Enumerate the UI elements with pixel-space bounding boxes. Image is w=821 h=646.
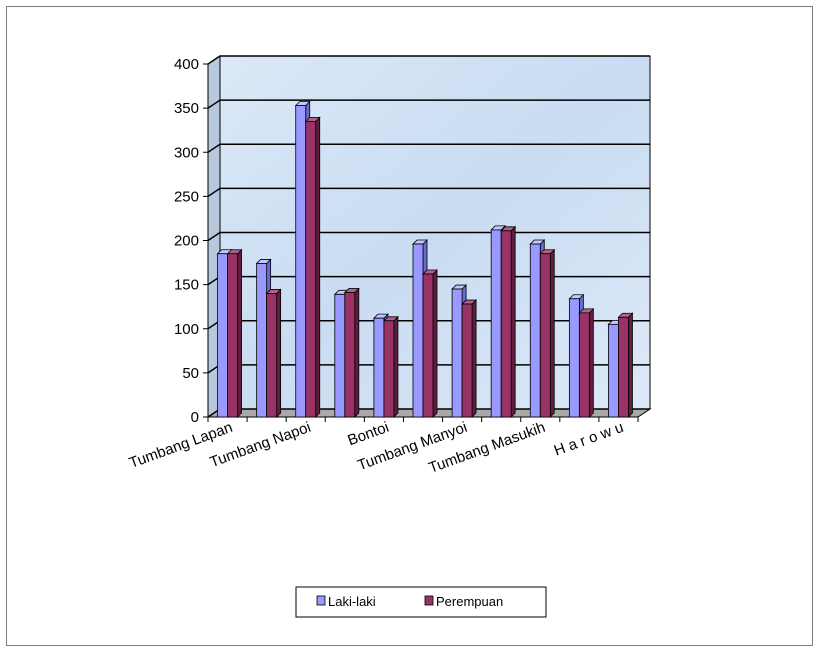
bar-perempuan (578, 307, 595, 418)
y-tick-label: 200 (174, 233, 199, 250)
bar-laki-laki-front (412, 243, 424, 418)
bar-perempuan (382, 315, 399, 418)
bar-perempuan-side (628, 312, 633, 418)
y-tick-label: 150 (174, 277, 199, 294)
gridline (207, 55, 650, 65)
bar-perempuan-front (344, 292, 356, 418)
gridline (207, 187, 650, 197)
bar-perempuan (617, 312, 634, 418)
bar-perempuan-side (237, 248, 242, 418)
bar-laki-laki-front (373, 317, 385, 418)
bar-perempuan-front (539, 253, 551, 418)
bar-perempuan (304, 116, 321, 418)
legend: Laki-laki Perempuan (295, 586, 547, 618)
bar-perempuan-side (588, 307, 594, 418)
bar-perempuan (461, 299, 478, 418)
bar-perempuan-front (305, 120, 317, 418)
bar-perempuan-front (266, 293, 278, 418)
x-category-label: H a r o w u (552, 419, 626, 460)
y-tick-label: 300 (174, 144, 199, 161)
y-tick-label: 100 (174, 321, 199, 338)
bar-perempuan-front (383, 320, 395, 418)
y-tick-label: 250 (174, 188, 199, 205)
gridline (207, 143, 650, 153)
bar-laki-laki-front (451, 288, 463, 418)
bar-perempuan-front (578, 312, 590, 418)
legend-label-laki-laki: Laki-laki (328, 594, 376, 609)
bar-perempuan-side (471, 299, 477, 418)
bar-perempuan-side (432, 269, 438, 418)
bar-laki-laki-front (256, 263, 268, 418)
bar-perempuan (422, 269, 438, 418)
legend-swatch-laki-laki (316, 595, 326, 606)
legend-swatch-perempuan (424, 595, 434, 606)
bar-laki-laki-front (490, 229, 502, 418)
bar-perempuan-side (276, 288, 282, 418)
bar-perempuan-side (510, 225, 516, 418)
bar-perempuan (500, 225, 517, 418)
y-tick-label: 0 (191, 409, 199, 426)
bar-perempuan (265, 288, 282, 418)
bar-laki-laki-front (529, 243, 541, 418)
bar-perempuan-front (618, 316, 629, 418)
bar-perempuan-front (422, 273, 434, 418)
y-tick-label: 50 (182, 365, 199, 382)
bar-laki-laki-front (568, 298, 580, 418)
y-tick-label: 400 (174, 56, 199, 73)
y-axis: 0 50 100 150 200 250 300 350 400 (174, 56, 209, 426)
bar-laki-laki-front (217, 253, 228, 418)
bar-perempuan (226, 248, 243, 418)
bar-perempuan-side (315, 116, 321, 418)
bar-laki-laki-front (295, 105, 307, 418)
bar-perempuan-front (227, 253, 238, 418)
bar-perempuan-front (461, 303, 473, 418)
bar-laki-laki-front (334, 293, 346, 418)
legend-label-perempuan: Perempuan (436, 594, 503, 609)
bar-laki-laki-front (608, 323, 619, 418)
bar-perempuan-side (549, 248, 555, 418)
bar-perempuan-front (500, 230, 512, 418)
x-category-label: Bontoi (345, 419, 391, 450)
gridline (207, 99, 650, 109)
bar-perempuan (539, 248, 556, 418)
legend-box (295, 586, 547, 618)
bar-perempuan-side (354, 287, 360, 418)
bars-group (216, 100, 634, 418)
bar-perempuan (343, 287, 360, 418)
y-tick-label: 350 (174, 100, 199, 117)
bar-perempuan-side (393, 315, 399, 418)
